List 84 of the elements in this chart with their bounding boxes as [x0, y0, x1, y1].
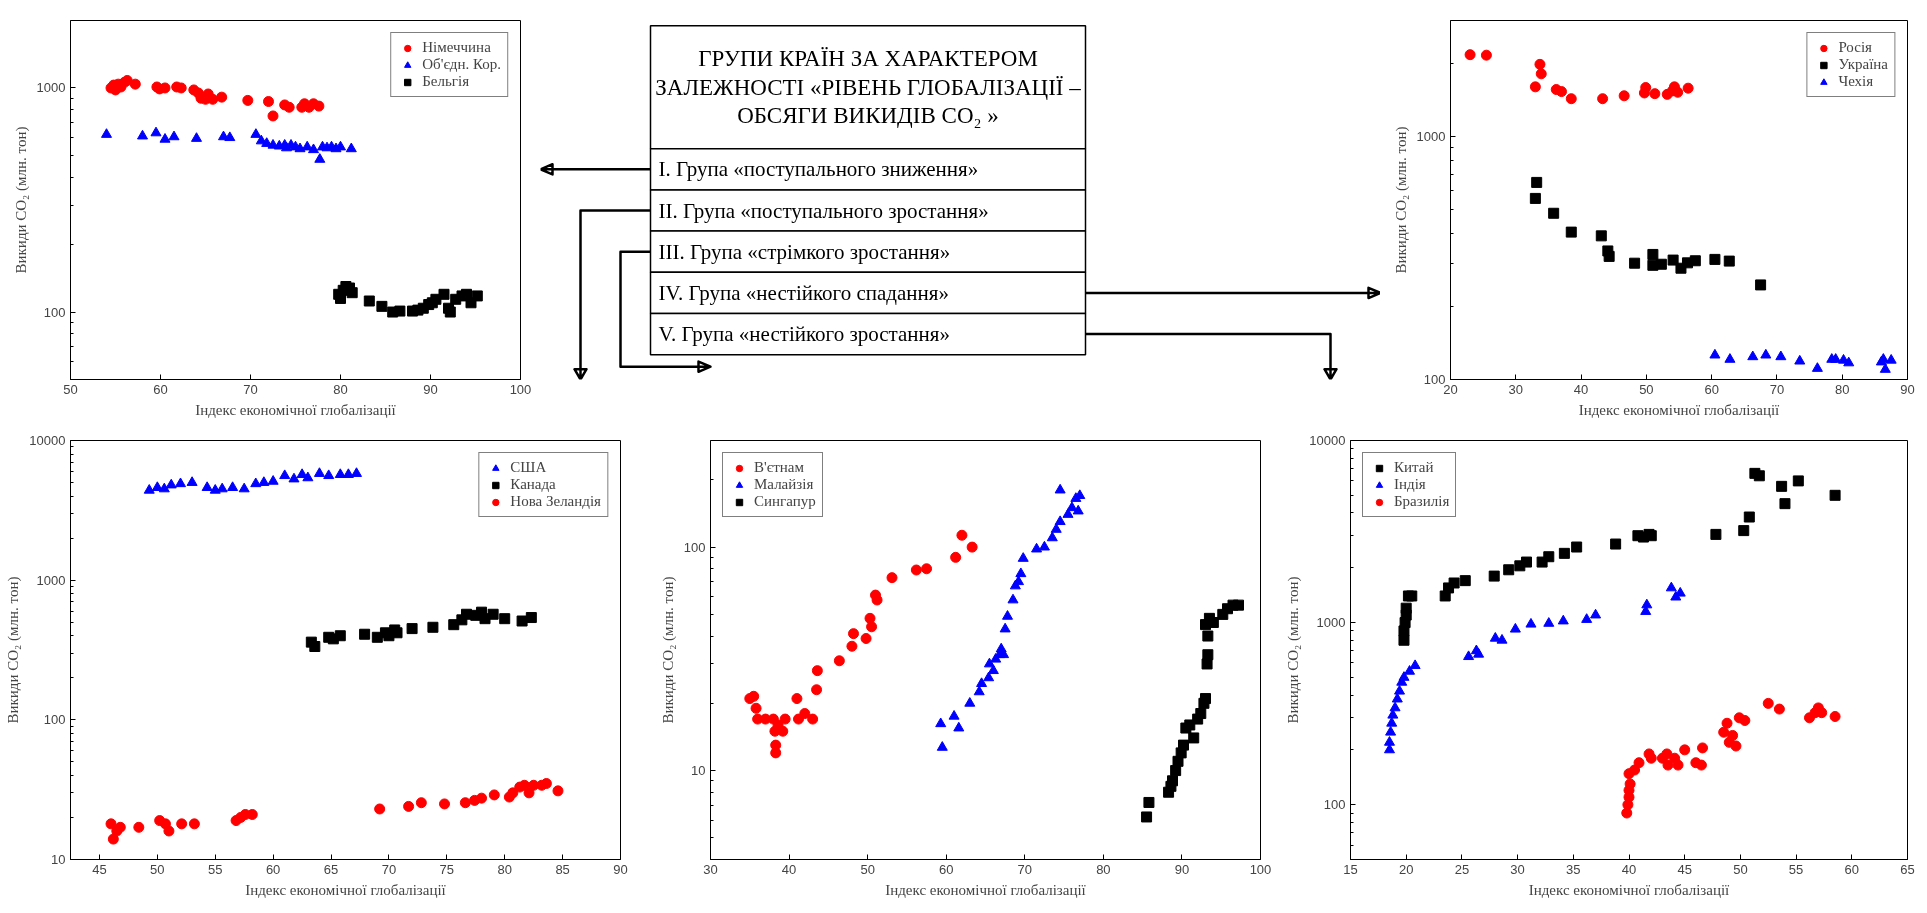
y-tick-label: 1000	[1316, 615, 1346, 631]
x-tick-label: 50	[860, 861, 875, 877]
y-tick-label: 1000	[1416, 128, 1446, 144]
legend-label: Малайзія	[754, 476, 814, 493]
text: II. Група «поступального зростання»	[658, 198, 989, 223]
x-tick-label: 50	[1639, 381, 1654, 397]
x-tick-label: 90	[1174, 861, 1190, 877]
x-tick-label: 60	[1844, 861, 1860, 877]
x-tick-label: 85	[555, 861, 570, 877]
x-tick-label: 45	[1677, 861, 1692, 877]
x-tick-label: 30	[1508, 381, 1524, 397]
x-tick-label: 40	[1621, 861, 1637, 877]
x-tick-label: 65	[1900, 861, 1915, 877]
x-tick-label: 100	[1249, 861, 1272, 877]
x-tick-label: 65	[323, 861, 339, 877]
y-tick-label: 100	[1323, 797, 1346, 813]
x-axis-title: Індекс економічної глобалізації	[245, 881, 447, 898]
x-tick-label: 75	[439, 861, 455, 877]
y-axis-title: Викиди CO₂ (млн. тон)	[12, 126, 30, 274]
x-axis-title: Індекс економічної глобалізації	[195, 401, 397, 418]
x-tick-label: 90	[613, 861, 628, 877]
y-tick-label: 1000	[36, 80, 66, 96]
legend-label: США	[510, 459, 547, 476]
x-tick-label: 80	[333, 381, 348, 397]
x-axis-title: Індекс економічної глобалізації	[1578, 401, 1781, 418]
x-tick-label: 30	[703, 861, 718, 877]
y-axis-title: Викиди CO₂ (млн. тон)	[659, 576, 677, 724]
y-tick-label: 100	[43, 304, 66, 320]
legend-label: Бельгія	[422, 73, 470, 90]
legend-label: Нова Зеландія	[510, 493, 601, 510]
y-axis-title: Викиди CO₂ (млн. тон)	[1285, 576, 1303, 724]
x-tick-label: 60	[153, 381, 168, 397]
x-tick-label: 55	[1788, 861, 1804, 877]
x-tick-label: 35	[1566, 861, 1581, 877]
legend-label: Бразилія	[1394, 493, 1450, 510]
y-tick-label: 10	[51, 852, 66, 867]
x-tick-label: 25	[1454, 861, 1470, 877]
legend-label: В'єтнам	[754, 459, 804, 476]
x-axis-title: Індекс економічної глобалізації	[885, 881, 1087, 898]
y-axis-title: Викиди CO₂ (млн. тон)	[1392, 126, 1410, 274]
legend-label: Індія	[1394, 476, 1426, 493]
x-tick-label: 70	[1769, 381, 1785, 397]
text: IV. Група «нестійкого спадання»	[658, 280, 949, 305]
x-axis-title: Індекс економічної глобалізації	[1528, 881, 1731, 898]
x-tick-label: 45	[92, 861, 107, 877]
legend-label: Сингапур	[754, 493, 816, 510]
x-tick-label: 80	[1834, 381, 1850, 397]
legend-label: Китай	[1394, 459, 1434, 476]
y-tick-label: 10000	[29, 433, 66, 448]
text: III. Група «стрімкого зростання»	[658, 239, 951, 264]
x-tick-label: 90	[423, 381, 438, 397]
x-tick-label: 60	[938, 861, 954, 877]
x-tick-label: 70	[1017, 861, 1033, 877]
legend-label: Об'єдн. Кор.	[422, 56, 501, 73]
x-tick-label: 50	[1733, 861, 1748, 877]
x-tick-label: 80	[1096, 861, 1111, 877]
x-tick-label: 70	[381, 861, 397, 877]
x-tick-label: 60	[265, 861, 281, 877]
x-tick-label: 40	[1573, 381, 1589, 397]
y-tick-label: 10000	[1309, 433, 1346, 448]
x-tick-label: 100	[509, 381, 532, 397]
x-tick-label: 90	[1900, 381, 1915, 397]
text: ГРУПИ КРАЇН ЗА ХАРАКТЕРОМ ЗАЛЕЖНОСТІ «РІВЕНЬ ГЛОБАЛІЗАЦІЇ – ОБСЯГИ ВИКИДІВ CO₂ »	[655, 45, 1082, 129]
x-tick-label: 40	[781, 861, 797, 877]
x-tick-label: 20	[1398, 861, 1414, 877]
text: I. Група «поступального зниження»	[658, 157, 979, 182]
legend-label: Україна	[1838, 56, 1888, 73]
legend-label: Чехія	[1838, 73, 1874, 90]
legend-label: Росія	[1838, 39, 1872, 56]
x-tick-label: 55	[208, 861, 223, 877]
y-axis-title: Викиди CO₂ (млн. тон)	[5, 576, 23, 724]
text: V. Група «нестійкого зростання»	[658, 322, 950, 347]
x-tick-label: 30	[1510, 861, 1525, 877]
x-tick-label: 70	[243, 381, 258, 397]
x-tick-label: 50	[150, 861, 165, 877]
x-tick-label: 15	[1343, 861, 1358, 877]
legend-label: Німеччина	[422, 39, 491, 56]
x-tick-label: 60	[1704, 381, 1719, 397]
x-tick-label: 80	[497, 861, 512, 877]
y-tick-label: 100	[43, 712, 66, 728]
y-tick-label: 1000	[36, 572, 66, 588]
x-tick-label: 50	[63, 381, 78, 397]
y-tick-label: 10	[691, 763, 706, 779]
legend-label: Канада	[510, 476, 556, 493]
